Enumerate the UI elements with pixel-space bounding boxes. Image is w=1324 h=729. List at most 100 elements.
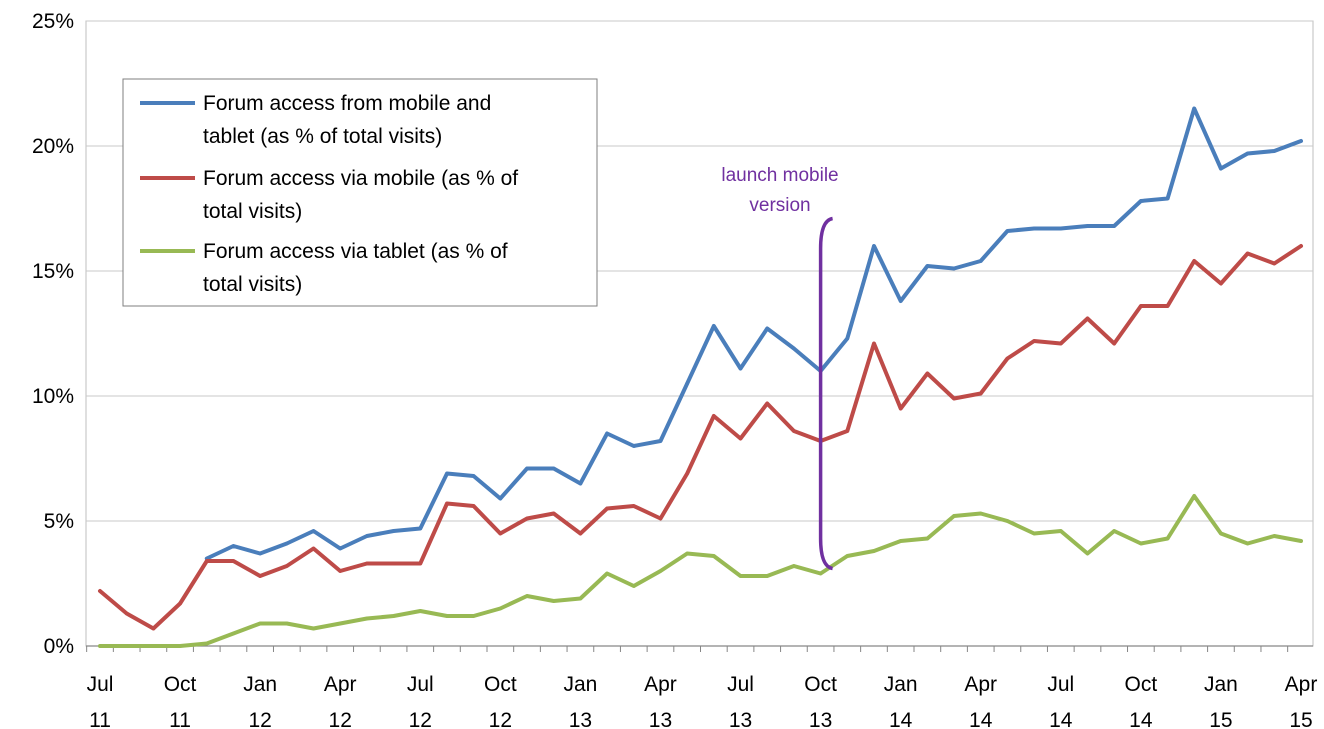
data-point-s2-42 [1219,531,1223,536]
data-point-s0-24 [738,366,743,371]
data-point-s0-36 [1059,226,1063,231]
data-point-s0-40 [1165,196,1170,201]
x-tick-year: 13 [729,709,752,729]
data-point-s1-40 [1165,304,1170,308]
x-tick-month: Jan [884,673,918,696]
data-point-s2-20 [631,584,636,588]
data-point-s2-9 [338,621,343,626]
data-point-s2-12 [418,609,423,613]
data-point-s2-45 [1299,539,1303,543]
legend-label: total visits) [203,273,302,296]
data-point-s1-37 [1085,316,1090,321]
data-point-s1-16 [525,516,529,521]
data-point-s1-33 [978,391,983,396]
data-point-s1-0 [98,589,102,593]
data-point-s2-15 [498,606,503,611]
data-point-s2-0 [98,644,102,648]
data-point-s2-2 [151,644,156,648]
data-point-s0-31 [925,264,930,268]
legend-label: tablet (as % of total visits) [203,125,442,148]
legend-box [122,78,598,307]
y-tick-label: 0% [44,635,74,658]
data-point-s0-21 [658,439,663,443]
data-point-s1-44 [1272,261,1277,266]
annotation-layer: launch mobile version [721,165,839,571]
x-tick-month: Oct [1125,673,1158,696]
data-point-s2-38 [1112,529,1116,533]
data-point-s2-11 [391,614,396,618]
data-point-s2-30 [898,539,903,543]
x-tick-year: 14 [969,709,993,729]
data-point-s1-1 [124,611,129,616]
x-tick-month: Apr [1285,673,1318,696]
data-point-s0-18 [578,481,583,486]
data-point-s2-21 [658,569,663,573]
x-tick-month: Oct [164,673,197,696]
data-point-s2-7 [285,621,289,626]
data-point-s0-16 [525,466,529,471]
data-point-s0-38 [1112,224,1116,228]
data-point-s1-12 [418,561,423,566]
x-tick-month: Oct [484,673,517,696]
data-point-s2-39 [1139,541,1143,546]
annotation-bracket [818,216,834,571]
data-point-s1-31 [925,371,930,376]
x-tick-year: 15 [1289,709,1312,729]
legend-label: Forum access via mobile (as % of [203,167,518,190]
data-point-s1-9 [338,569,343,573]
data-point-s1-21 [658,516,663,521]
data-point-s2-8 [311,626,316,631]
data-point-s1-38 [1112,341,1116,346]
data-point-s0-8 [311,529,316,533]
data-point-s0-42 [1219,166,1223,171]
data-point-s0-6 [258,551,262,556]
data-point-s2-5 [231,631,236,636]
x-tick-year: 13 [649,709,672,729]
legend-label: Forum access via tablet (as % of [203,240,508,263]
data-point-s0-37 [1085,224,1090,228]
data-point-s1-24 [738,436,743,441]
data-point-s0-28 [845,336,850,341]
data-point-s2-23 [712,554,716,558]
y-tick-label: 20% [32,135,74,158]
data-point-s2-44 [1272,534,1277,538]
data-point-s2-37 [1085,551,1090,556]
axes: 0% 5% 10% 15% 20% 25% Jul 11 Oct 11 Jan 12 Apr 12 Jul 1… [32,10,1317,729]
data-point-s1-29 [872,341,876,346]
data-point-s1-2 [151,626,156,631]
data-point-s1-22 [685,471,689,476]
data-point-s0-15 [498,496,503,501]
data-point-s1-17 [551,511,556,516]
data-point-s1-11 [391,561,396,566]
data-point-s2-35 [1032,531,1036,536]
data-point-s1-36 [1059,341,1063,346]
data-point-s1-15 [498,531,503,536]
data-point-s0-26 [792,346,796,351]
data-point-s1-43 [1245,251,1250,256]
x-tick-month: Apr [324,673,357,696]
x-tick-year: 14 [1129,709,1153,729]
data-point-s1-23 [712,414,716,418]
data-point-s1-3 [178,601,182,606]
x-tick-month: Jul [87,673,114,696]
data-point-s0-13 [445,471,449,476]
y-tick-label: 25% [32,10,74,33]
data-point-s0-22 [685,381,689,386]
series-line-1 [98,244,1303,631]
data-point-s1-13 [445,501,449,506]
data-point-s2-13 [445,614,449,618]
data-point-s2-3 [178,644,182,648]
legend-label: total visits) [203,200,302,223]
data-point-s2-17 [551,599,556,603]
data-point-s2-22 [685,551,689,556]
x-tick-year: 12 [409,709,432,729]
data-point-s0-19 [605,431,609,436]
x-tick-year: 14 [889,709,913,729]
data-point-s0-35 [1032,226,1036,231]
y-tick-label: 10% [32,385,74,408]
data-point-s2-31 [925,536,930,541]
data-point-s0-25 [765,326,770,331]
data-point-s1-18 [578,531,583,536]
data-point-s1-4 [204,559,209,563]
